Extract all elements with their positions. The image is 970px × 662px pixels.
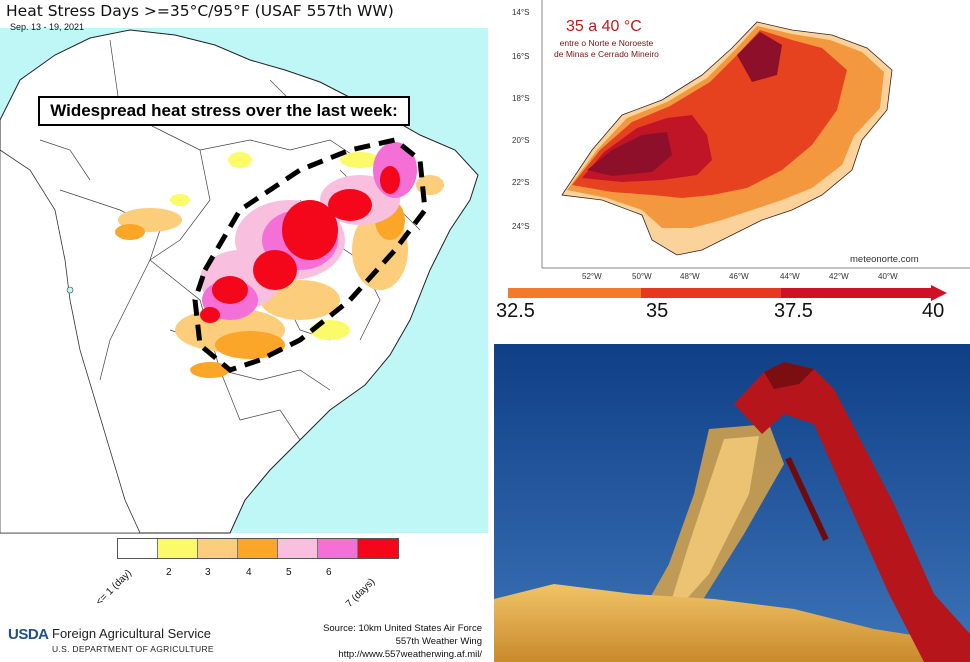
legend-label-4: 4	[246, 567, 252, 578]
lon-label-42: 42°W	[829, 272, 849, 281]
lat-label-22: 22°S	[512, 178, 530, 187]
map-title: Heat Stress Days >=35°C/95°F (USAF 557th…	[6, 2, 394, 20]
lake-marker	[66, 286, 74, 294]
harvester-spout	[734, 362, 970, 662]
lon-label-40: 40°W	[878, 272, 898, 281]
minas-gerais-temperature-map	[508, 0, 970, 301]
colorbar-tick-32-5: 32.5	[496, 300, 535, 322]
legend-label-6: 6	[326, 567, 332, 578]
temp-subtitle-line-1: entre o Norte e Noroeste	[559, 38, 654, 48]
colorbar-segment-2	[641, 288, 781, 298]
legend-swatch-3	[198, 539, 238, 558]
state-outline	[561, 21, 893, 256]
legend-label-5: 5	[286, 567, 292, 578]
andes-region	[0, 149, 141, 534]
temp-subtitle: entre o Norte e Noroeste de Minas e Cerr…	[554, 38, 659, 60]
lat-label-18: 18°S	[512, 94, 530, 103]
colorbar-arrow	[931, 285, 947, 301]
grain-harvest-photo	[494, 344, 970, 662]
legend-swatch-7	[358, 539, 398, 558]
heat-stress-map-panel: Heat Stress Days >=35°C/95°F (USAF 557th…	[0, 0, 488, 662]
legend-swatch-6	[318, 539, 358, 558]
colorbar-tick-37-5: 37.5	[774, 300, 813, 322]
temp-range-heading: 35 a 40 °C	[566, 18, 642, 35]
temp-subtitle-line-2: de Minas e Cerrado Mineiro	[554, 49, 659, 59]
meteonorte-credit: meteonorte.com	[850, 254, 919, 265]
lon-label-46: 46°W	[729, 272, 749, 281]
heat-patches-moderate	[115, 152, 444, 378]
lat-label-16: 16°S	[512, 52, 530, 61]
lat-label-24: 24°S	[512, 222, 530, 231]
legend-swatch-4	[238, 539, 278, 558]
legend-color-bar	[117, 538, 399, 559]
heat-patches-extreme	[200, 166, 400, 323]
grain-harvest-illustration	[494, 344, 970, 662]
fas-footer: USDA Foreign Agricultural Service U.S. D…	[8, 626, 214, 654]
source-line-1: Source: 10km United States Air Force	[323, 623, 482, 634]
colorbar-tick-35: 35	[646, 300, 669, 322]
department-name: U.S. DEPARTMENT OF AGRICULTURE	[52, 644, 214, 654]
lon-label-52: 52°W	[582, 272, 602, 281]
agency-name: Foreign Agricultural Service	[52, 626, 211, 641]
colorbar-tick-40: 40	[922, 300, 945, 322]
spout-shadow	[764, 362, 814, 389]
temp-region-maroon-north	[737, 32, 782, 82]
legend-label-3: 3	[205, 567, 211, 578]
grain-pile	[494, 584, 970, 662]
source-line-3[interactable]: http://www.557weatherwing.af.mil/	[338, 649, 482, 660]
source-line-2: 557th Weather Wing	[395, 636, 482, 647]
lon-label-44: 44°W	[780, 272, 800, 281]
lat-label-14: 14°S	[512, 8, 530, 17]
legend-swatch-1	[118, 539, 158, 558]
legend-swatch-5	[278, 539, 318, 558]
spout-brace	[785, 456, 829, 542]
lon-label-50: 50°W	[632, 272, 652, 281]
dashed-highlight-outline	[192, 137, 428, 373]
temperature-map-panel: 35 a 40 °C entre o Norte e Noroeste de M…	[492, 0, 970, 335]
usda-logo: USDA	[8, 626, 49, 643]
lat-label-20: 20°S	[512, 136, 530, 145]
legend-swatch-2	[158, 539, 198, 558]
callout-box: Widespread heat stress over the last wee…	[38, 96, 410, 126]
colorbar-segment-3	[781, 288, 931, 298]
lon-label-48: 48°W	[680, 272, 700, 281]
legend-label-2: 2	[166, 567, 172, 578]
source-credit: Source: 10km United States Air Force 557…	[323, 622, 482, 661]
grain-stream-highlight	[664, 436, 759, 624]
temp-region-maroon	[587, 132, 672, 176]
colorbar-segment-1	[508, 288, 641, 298]
date-range: Sep. 13 - 19, 2021	[10, 22, 85, 32]
